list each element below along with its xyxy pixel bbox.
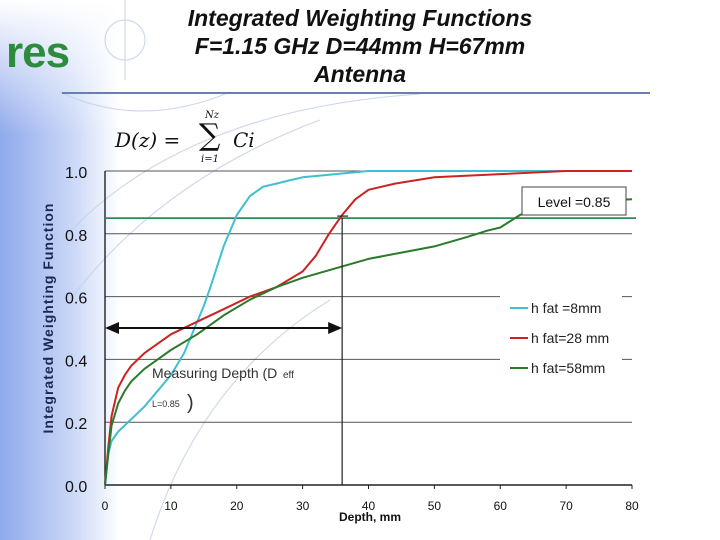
title-divider [62,92,650,94]
formula-term: Ci [233,128,255,152]
y-tick-label: 0.0 [65,479,87,496]
measure-arrowhead-left [105,322,119,334]
x-tick-label: 20 [230,499,244,513]
series-line-0 [104,170,632,486]
x-tick-label: 50 [428,499,442,513]
y-tick-label: 0.8 [65,228,87,245]
formula-sum-bottom: i=1 [201,154,219,165]
legend-label-1: h fat=28 mm [531,330,609,346]
legend-label-0: h fat =8mm [531,300,601,316]
x-tick-label: 60 [494,499,508,513]
measure-label-close: ) [187,392,194,414]
page-title: Integrated Weighting Functions F=1.15 GH… [100,4,620,88]
formula-lhs: D(z) = [115,128,181,152]
x-tick-label: 0 [102,499,109,513]
sigma-icon: ∑ [199,118,221,153]
legend-box [500,292,622,380]
x-tick-label: 70 [559,499,573,513]
x-axis-label: Depth, mm [339,510,401,524]
x-tick-label: 10 [164,499,178,513]
series-line-1 [104,170,632,486]
measure-label-sub: eff [283,370,294,381]
y-tick-label: 1.0 [65,165,87,182]
title-line-2: F=1.15 GHz D=44mm H=67mm [194,33,526,59]
title-line-3: Antenna [314,61,406,87]
measure-label: Measuring Depth (D [152,365,277,381]
formula-sum-top: Nz [205,110,220,121]
res-logo: res [6,28,70,77]
legend-label-2: h fat=58mm [531,360,605,376]
title-line-1: Integrated Weighting Functions [187,5,533,31]
level-label: Level =0.85 [538,194,611,210]
level-box [521,186,627,216]
measure-label-sub2: L=0.85 [152,399,180,409]
series-line-2 [104,198,633,486]
x-tick-label: 30 [296,499,310,513]
y-tick-label: 0.4 [65,353,87,370]
measure-arrowhead-right [328,322,343,334]
y-tick-label: 0.2 [65,416,87,433]
x-tick-label: 40 [362,499,376,513]
x-tick-label: 80 [625,499,639,513]
y-tick-label: 0.6 [65,291,87,308]
